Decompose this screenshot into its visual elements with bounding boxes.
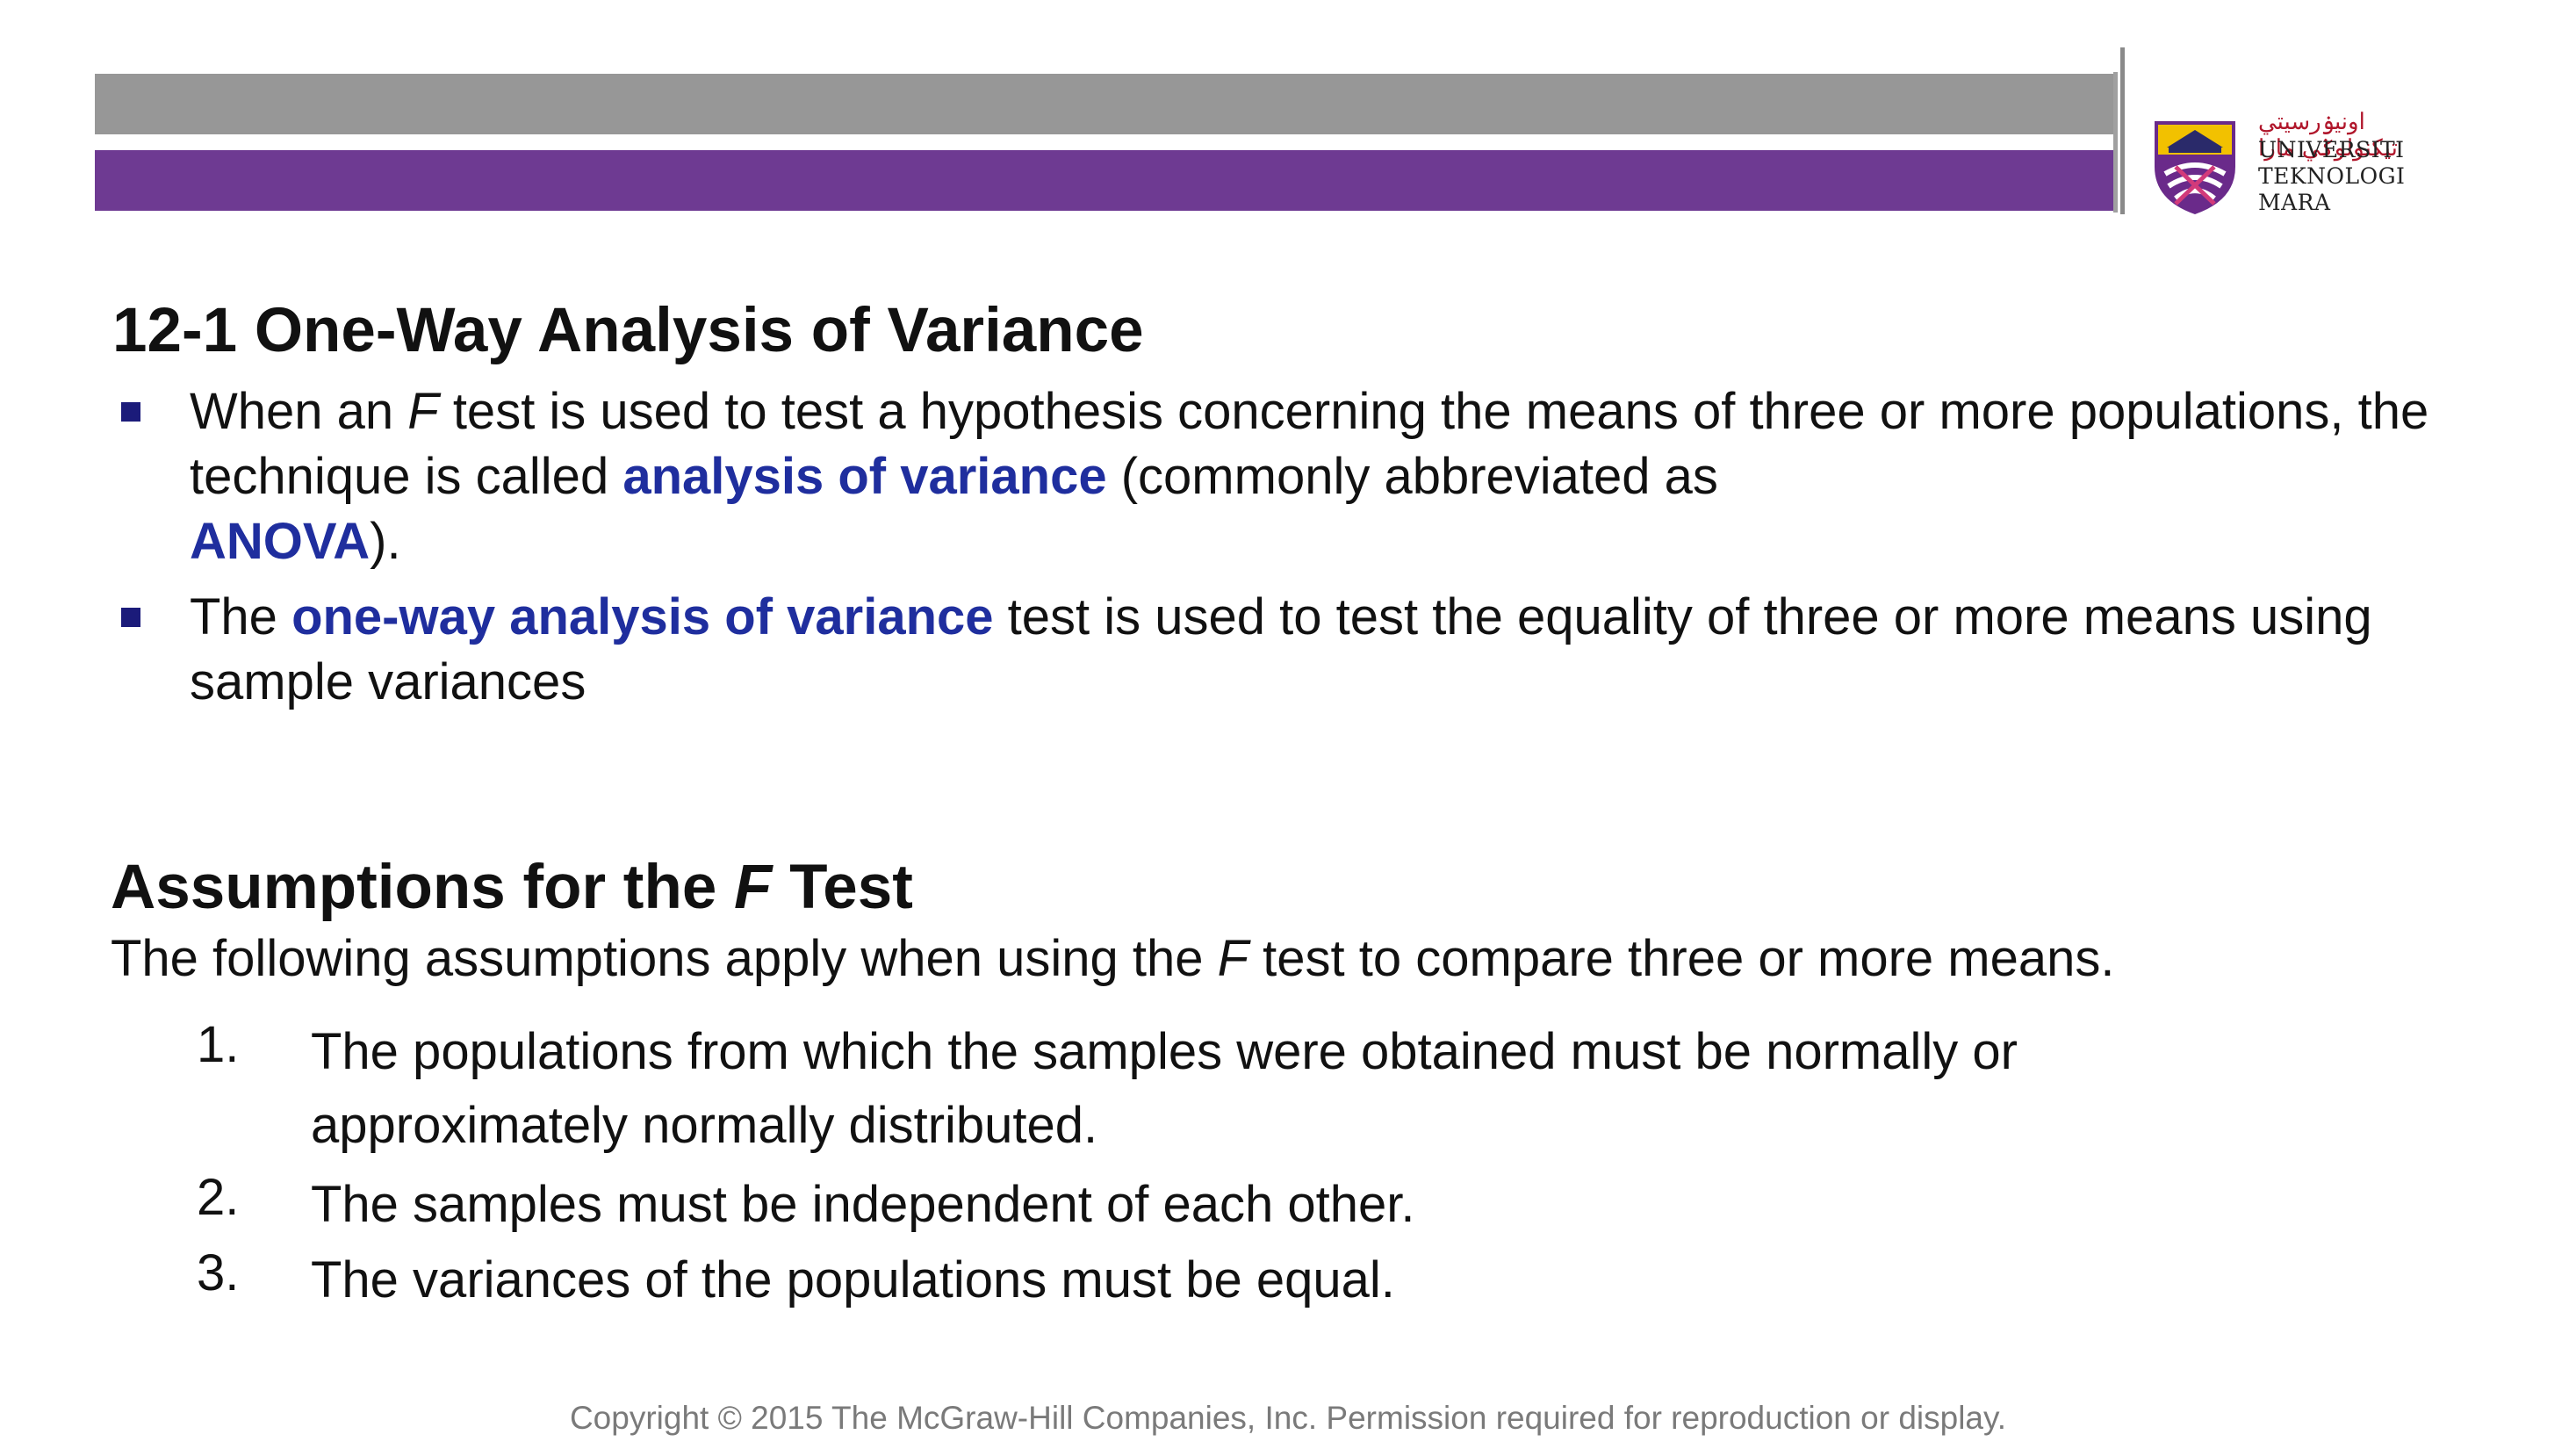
- bullet-item-anova-definition: When an F test is used to test a hypothe…: [114, 379, 2428, 581]
- f-variable: F: [407, 383, 439, 440]
- square-bullet-icon: [121, 402, 140, 422]
- term-anova: ANOVA: [190, 513, 371, 570]
- f-variable: F: [1217, 930, 1249, 987]
- square-bullet-icon: [121, 608, 140, 627]
- list-number: 1.: [197, 1016, 240, 1073]
- header-divider-line-dark: [2120, 47, 2125, 214]
- header-divider-line: [2113, 72, 2118, 213]
- header-gray-bar: [95, 74, 2113, 134]
- bullet-text: The one-way analysis of variance test is…: [190, 588, 2372, 710]
- logo-jawi-text: اونيۏرسيتي تيكنولوݢي مارا: [2258, 109, 2398, 162]
- header-purple-bar: [95, 150, 2113, 211]
- bullet-text: When an F test is used to test a hypothe…: [190, 383, 2429, 570]
- f-variable: F: [734, 853, 773, 922]
- bullet-item-one-way-anova: The one-way analysis of variance test is…: [114, 585, 2414, 725]
- term-analysis-of-variance: analysis of variance: [622, 448, 1107, 505]
- term-one-way-anova: one-way analysis of variance: [291, 588, 994, 645]
- section-title-assumptions: Assumptions for the F Test: [111, 853, 913, 922]
- copyright-footer: Copyright © 2015 The McGraw-Hill Compani…: [569, 1400, 2007, 1436]
- assumption-text: The variances of the populations must be…: [311, 1251, 1395, 1308]
- logo-line-teknologi: TEKNOLOGI: [2258, 163, 2406, 189]
- list-number: 3.: [197, 1244, 240, 1301]
- logo-line-mara: MARA: [2258, 190, 2331, 215]
- logo-line-universiti: UNIVERSITI: [2258, 137, 2405, 162]
- uitm-logo: اونيۏرسيتي تيكنولوݢي مارا UNIVERSITI TEK…: [2149, 109, 2413, 218]
- assumption-text: The populations from which the samples w…: [311, 1023, 2018, 1154]
- assumption-text: The samples must be independent of each …: [311, 1176, 1415, 1233]
- list-number: 2.: [197, 1169, 240, 1226]
- assumptions-intro: The following assumptions apply when usi…: [111, 930, 2115, 987]
- section-title-anova: 12-1 One-Way Analysis of Variance: [112, 296, 1144, 365]
- uitm-crest-icon: [2155, 121, 2235, 214]
